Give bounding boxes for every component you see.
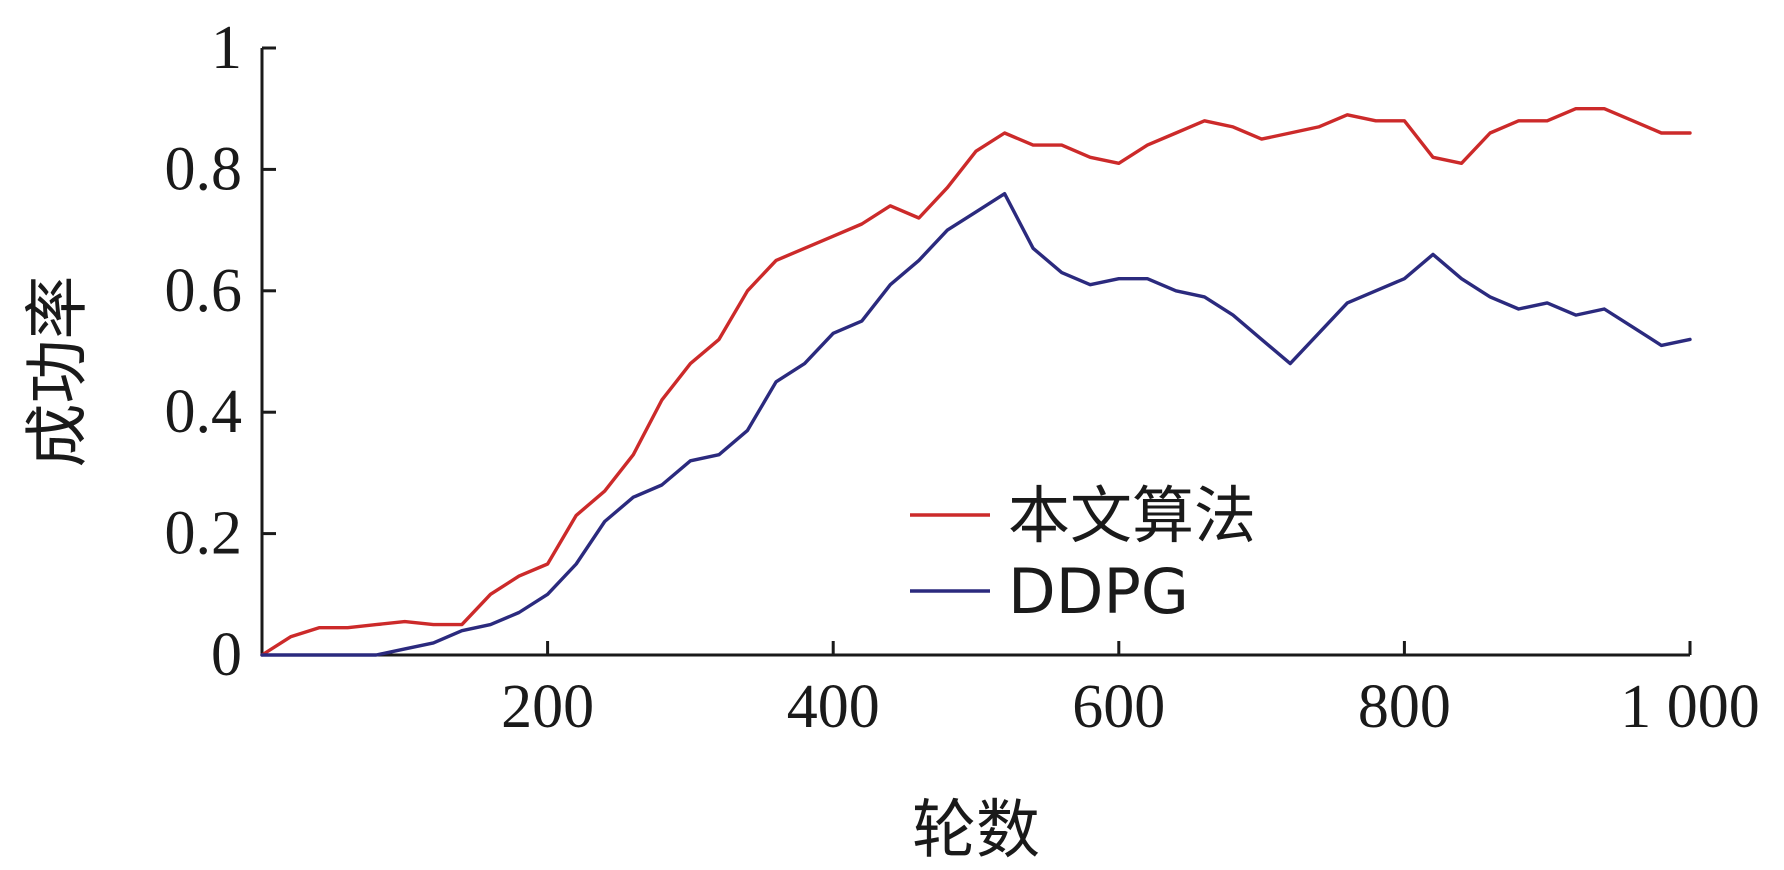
y-tick-label: 0.8: [165, 135, 243, 203]
y-axis-title: 成功率: [22, 276, 96, 468]
y-tick-label: 0: [211, 621, 242, 689]
legend-label: 本文算法: [1008, 479, 1256, 552]
y-tick-label: 0.4: [165, 378, 243, 446]
y-tick-label: 0.2: [165, 500, 243, 568]
series-line-2: [260, 191, 1692, 657]
axes: [260, 48, 1690, 657]
series-group: [260, 106, 1692, 657]
x-tick-label: 400: [787, 673, 880, 741]
x-tick-label: 1 000: [1620, 673, 1760, 741]
y-axis-ticks: 0 0.2 0.4 0.6 0.8 1: [165, 14, 276, 689]
series-line-1: [260, 106, 1692, 657]
x-axis-title: 轮数: [912, 794, 1040, 868]
legend-label: DDPG: [1008, 555, 1189, 628]
x-tick-label: 800: [1358, 673, 1451, 741]
x-axis-ticks: 200 400 600 800 1 000: [501, 641, 1760, 741]
y-tick-label: 0.6: [165, 257, 243, 325]
x-tick-label: 600: [1072, 673, 1165, 741]
x-tick-label: 200: [501, 673, 594, 741]
y-tick-label: 1: [211, 14, 242, 82]
